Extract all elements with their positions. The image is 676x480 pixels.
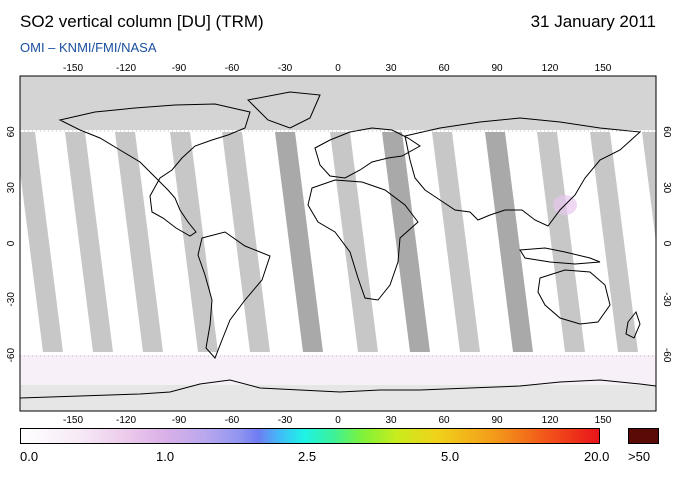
- colorbar-overflow-swatch: [628, 428, 659, 444]
- orbit-gap-swath: [222, 132, 270, 352]
- longitude-tick-label: 120: [542, 63, 559, 74]
- orbit-gap-swath: [642, 132, 656, 242]
- latitude-tick-label: 0: [6, 240, 17, 246]
- so2-world-map: -150 -120 -90 -60 -30 0 30 60 90 120 150 -150 -120-…: [6, 63, 672, 425]
- colorbar-tick-label: 2.5: [298, 449, 317, 464]
- map-date: 31 January 2011: [530, 12, 656, 31]
- longitude-tick-label: -60: [225, 63, 240, 74]
- coast-antarctica: [20, 379, 656, 399]
- latitude-ticks-left: 60 30 0 -30 -60: [6, 126, 17, 363]
- so2-low-noise-south: [20, 355, 656, 385]
- colorbar: [20, 428, 600, 444]
- latitude-tick-label: 30: [661, 182, 672, 194]
- latitude-tick-label: 60: [661, 126, 672, 138]
- orbit-gap-swath: [590, 132, 638, 352]
- latitude-tick-label: -60: [661, 348, 672, 363]
- orbit-gap-swath: [330, 132, 378, 352]
- longitude-tick-label: -30: [278, 415, 293, 425]
- longitude-tick-label: 0: [335, 63, 341, 74]
- longitude-tick-label: 90: [491, 63, 503, 74]
- colorbar-tick-label: 20.0: [584, 449, 610, 464]
- data-source-credit: OMI – KNMI/FMI/NASA: [20, 40, 157, 55]
- latitude-tick-label: -30: [661, 292, 672, 307]
- map-title: SO2 vertical column [DU] (TRM): [20, 12, 264, 31]
- coast-asia: [404, 117, 642, 227]
- colorbar-tick-label: 0.0: [20, 449, 39, 464]
- latitude-ticks-right: 60 30 0 -30 -60: [661, 126, 672, 363]
- orbit-gap-swath: [432, 132, 480, 352]
- longitude-tick-label: -90: [172, 415, 187, 425]
- orbit-gap-swath: [537, 132, 585, 352]
- longitude-tick-label: 150: [595, 63, 612, 74]
- coastlines: [20, 91, 656, 399]
- longitude-tick-label: 0: [335, 415, 341, 425]
- longitude-ticks-top: -150 -120 -90 -60 -30 0 30 60 90 120 150: [63, 63, 612, 74]
- longitude-tick-label: -150: [63, 63, 83, 74]
- longitude-tick-label: -150: [63, 415, 83, 425]
- longitude-tick-label: 60: [438, 415, 450, 425]
- orbit-gap-swath: [20, 132, 63, 352]
- longitude-tick-label: -60: [225, 415, 240, 425]
- longitude-tick-label: 150: [595, 415, 612, 425]
- orbit-gap-swaths: [20, 132, 656, 352]
- longitude-tick-label: -90: [172, 63, 187, 74]
- coast-greenland: [246, 91, 321, 129]
- longitude-tick-label: 60: [438, 63, 450, 74]
- coast-south-america: [197, 231, 271, 359]
- coast-australia: [537, 269, 611, 325]
- longitude-tick-label: 120: [542, 415, 559, 425]
- coast-north-america: [58, 103, 251, 237]
- latitude-tick-label: -30: [6, 292, 17, 307]
- longitude-tick-label: -120: [116, 63, 136, 74]
- orbit-gap-swath: [115, 132, 163, 352]
- longitude-tick-label: -120: [116, 415, 136, 425]
- orbit-gap-swath: [170, 132, 218, 352]
- colorbar-overflow-label: >50: [628, 449, 651, 464]
- latitude-tick-label: 30: [6, 182, 17, 194]
- colorbar-tick-label: 5.0: [441, 449, 460, 464]
- orbit-gap-swath: [275, 132, 323, 352]
- map-frame: [19, 75, 657, 412]
- orbit-gap-swath: [382, 132, 430, 352]
- latitude-tick-label: -60: [6, 348, 17, 363]
- colorbar-tick-label: 1.0: [156, 449, 175, 464]
- orbit-gap-swath: [65, 132, 113, 352]
- longitude-tick-label: 90: [491, 415, 503, 425]
- coast-europe: [314, 127, 421, 179]
- longitude-tick-label: 30: [385, 415, 397, 425]
- latitude-tick-label: 0: [661, 241, 672, 247]
- longitude-tick-label: 30: [385, 63, 397, 74]
- orbit-gap-swath: [485, 132, 533, 352]
- longitude-ticks-bottom: -150 -120 -90 -60 -30 0 30 60 90 120 150: [63, 415, 612, 425]
- longitude-tick-label: -30: [278, 63, 293, 74]
- no-data-south-cap: [20, 385, 656, 411]
- coast-indonesia: [519, 247, 601, 265]
- latitude-tick-label: 60: [6, 126, 17, 138]
- coast-africa: [307, 179, 419, 301]
- coast-new-zealand: [625, 310, 641, 339]
